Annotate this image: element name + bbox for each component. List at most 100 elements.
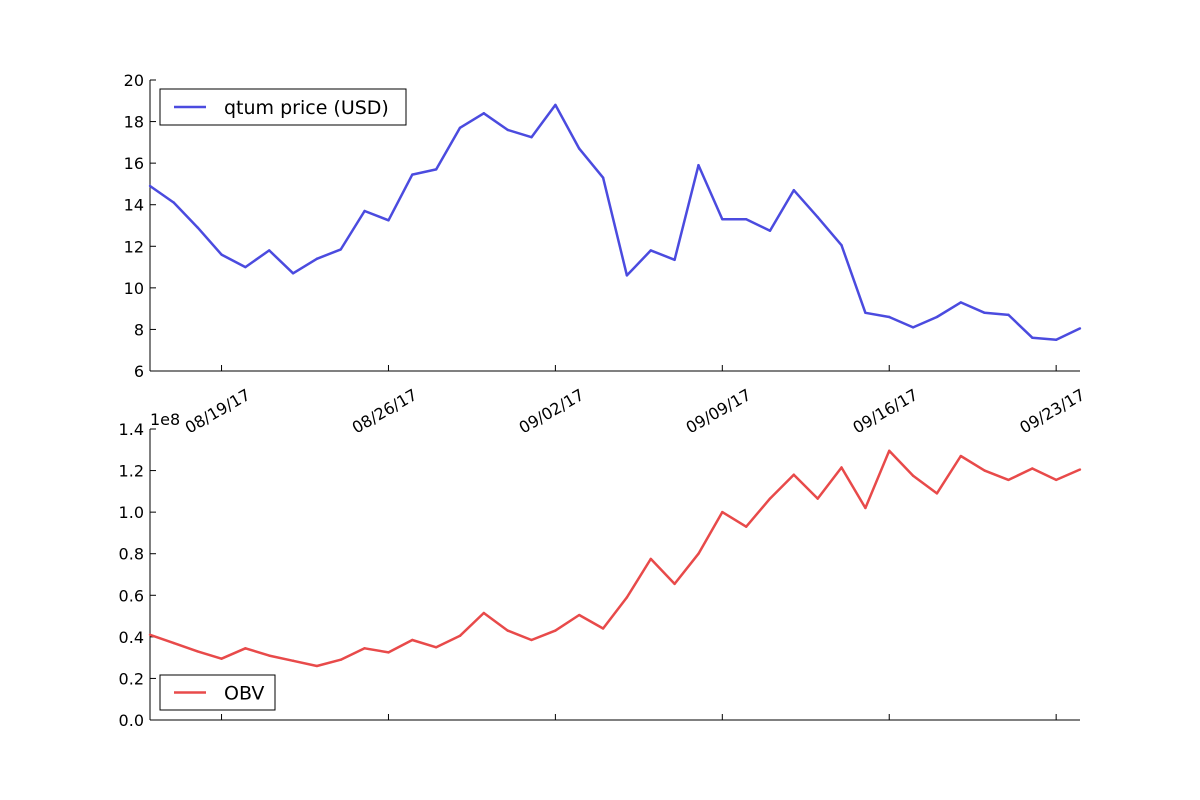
obv-panel: 0.0 0.2 0.4 0.6 0.8 1.0 1.2 1.4 1e8 OBV [119, 410, 1082, 730]
data-point [911, 474, 915, 477]
legend-label: OBV [224, 683, 264, 705]
y-tick-label: 10 [124, 279, 144, 298]
y-tick-label: 6 [134, 362, 144, 381]
y-tick-label: 0.6 [119, 586, 144, 605]
data-point [291, 272, 295, 275]
data-point [387, 219, 390, 222]
data-point [649, 249, 652, 252]
y-tick-label: 1.2 [119, 462, 144, 481]
data-point [1031, 336, 1034, 339]
data-point [816, 215, 819, 219]
data-point [244, 265, 247, 269]
data-point [482, 112, 486, 115]
data-point [578, 613, 581, 617]
data-point [172, 201, 176, 204]
data-point [482, 611, 486, 615]
y-tick-label: 1.0 [119, 503, 144, 522]
x-tick-label: 09/02/17 [516, 385, 588, 437]
data-point [148, 633, 152, 636]
y-tick-label: 0.8 [119, 545, 144, 564]
data-point [411, 173, 414, 176]
data-point [291, 659, 295, 662]
y-tick-label: 0.0 [119, 711, 144, 730]
data-point [625, 596, 629, 599]
data-point [601, 176, 605, 179]
x-tick-label: 09/16/17 [849, 385, 921, 437]
data-point [864, 506, 867, 510]
data-point [220, 657, 223, 660]
data-point [434, 646, 438, 649]
data-point [387, 651, 390, 654]
data-point [268, 654, 271, 657]
data-point [1078, 327, 1082, 330]
data-point [649, 557, 652, 561]
data-point [1007, 313, 1010, 317]
data-point [744, 525, 748, 528]
data-point [911, 326, 915, 329]
y-tick-label: 0.2 [119, 669, 144, 688]
data-point [935, 315, 939, 319]
data-point [148, 184, 152, 188]
data-point [172, 641, 176, 645]
legend-label: qtum price (USD) [224, 97, 389, 119]
y-tick-label: 18 [124, 113, 144, 132]
data-point [840, 466, 843, 469]
data-point [530, 135, 533, 139]
data-point [983, 311, 986, 314]
data-point [959, 454, 962, 458]
data-point [1007, 478, 1010, 482]
data-point [458, 634, 462, 638]
legend: OBV [159, 674, 276, 711]
y-offset-label: 1e8 [150, 410, 180, 429]
data-point [601, 627, 605, 630]
y-tick-label: 20 [124, 71, 144, 90]
x-tick-label: 08/19/17 [182, 385, 254, 437]
legend: qtum price (USD) [159, 88, 407, 126]
y-tick-label: 1.4 [119, 420, 144, 439]
data-point [244, 647, 247, 650]
series-line [149, 103, 1081, 342]
data-point [744, 218, 748, 221]
data-point [673, 582, 676, 586]
data-point [625, 274, 629, 277]
data-point [268, 249, 271, 252]
data-point [935, 492, 939, 495]
data-point [434, 168, 438, 171]
data-point [1054, 338, 1058, 342]
data-point [1054, 478, 1058, 482]
data-point [888, 315, 891, 319]
data-point [196, 650, 199, 653]
y-tick-label: 14 [124, 196, 144, 215]
data-point [506, 128, 509, 132]
x-tick-label: 08/26/17 [349, 385, 421, 437]
data-point [315, 257, 319, 260]
data-point [959, 301, 962, 304]
data-point [792, 473, 796, 476]
data-point [864, 311, 867, 314]
data-point [816, 497, 819, 500]
data-point [363, 647, 366, 650]
y-tick-label: 8 [134, 320, 144, 339]
data-point [768, 229, 772, 232]
data-point [554, 103, 557, 107]
data-point [220, 253, 223, 256]
data-point [578, 147, 581, 150]
data-point [530, 638, 533, 642]
y-tick-label: 0.4 [119, 628, 144, 647]
data-point [458, 126, 462, 130]
data-point [315, 664, 319, 668]
data-point [721, 218, 724, 221]
data-point [697, 164, 700, 167]
data-point [673, 258, 676, 261]
data-point [411, 638, 414, 642]
x-tick-label: 09/23/17 [1016, 385, 1088, 437]
data-point [1031, 467, 1034, 470]
y-tick-label: 12 [124, 237, 144, 256]
data-point [792, 188, 796, 192]
x-tick-label: 09/09/17 [683, 385, 755, 437]
series-line [149, 449, 1081, 668]
data-point [983, 469, 986, 472]
data-point [1078, 468, 1082, 471]
data-point [339, 248, 342, 251]
